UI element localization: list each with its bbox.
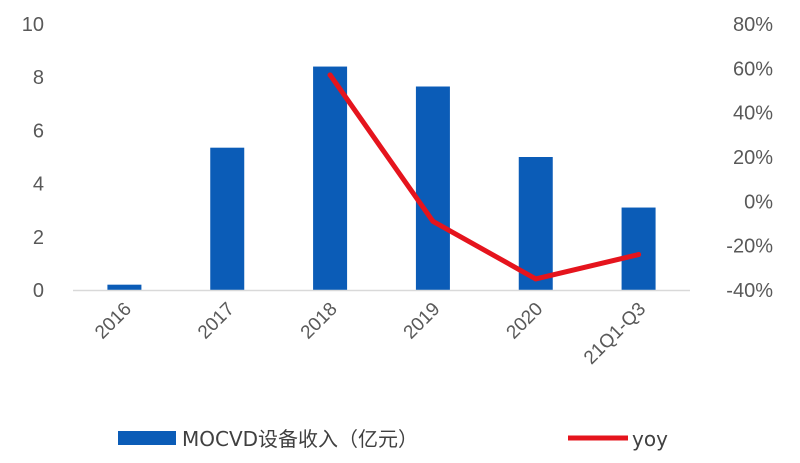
- yoy-point-2020: [533, 276, 539, 282]
- bar-2018: [313, 66, 348, 290]
- y-tick-label: 8: [33, 67, 44, 89]
- y2-tick-label: 0%: [744, 191, 773, 213]
- y-tick-label: 0: [33, 280, 44, 302]
- legend-swatch-bar: [118, 431, 176, 445]
- y2-tick-label: -20%: [726, 236, 773, 258]
- bar-2016: [107, 284, 142, 290]
- x-tick-label: 2018: [297, 299, 342, 344]
- y-tick-label: 10: [22, 14, 44, 36]
- y-tick-label: 2: [33, 227, 44, 249]
- y-tick-label: 4: [33, 174, 44, 196]
- y2-tick-label: -40%: [726, 280, 773, 302]
- x-tick-label: 2016: [91, 299, 136, 344]
- bar-21Q1-Q3: [621, 207, 656, 290]
- x-tick-label: 2017: [194, 299, 239, 344]
- x-tick-label: 21Q1-Q3: [580, 299, 650, 369]
- x-tick-label: 2019: [400, 299, 445, 344]
- y2-tick-label: 40%: [733, 103, 773, 125]
- yoy-point-2018: [327, 72, 333, 78]
- bar-2017: [210, 147, 245, 290]
- bar-2019: [415, 86, 450, 290]
- yoy-point-21Q1-Q3: [636, 252, 642, 258]
- bar-2020: [518, 157, 553, 290]
- legend-label-line: yoy: [632, 427, 668, 451]
- y2-tick-label: 20%: [733, 147, 773, 169]
- yoy-point-2019: [430, 218, 436, 224]
- y-tick-label: 6: [33, 120, 44, 142]
- y2-tick-label: 60%: [733, 58, 773, 80]
- yoy-line: [327, 72, 642, 282]
- y2-tick-label: 80%: [733, 14, 773, 36]
- legend-label-bar: MOCVD设备收入（亿元）: [182, 427, 418, 451]
- x-tick-label: 2020: [503, 299, 548, 344]
